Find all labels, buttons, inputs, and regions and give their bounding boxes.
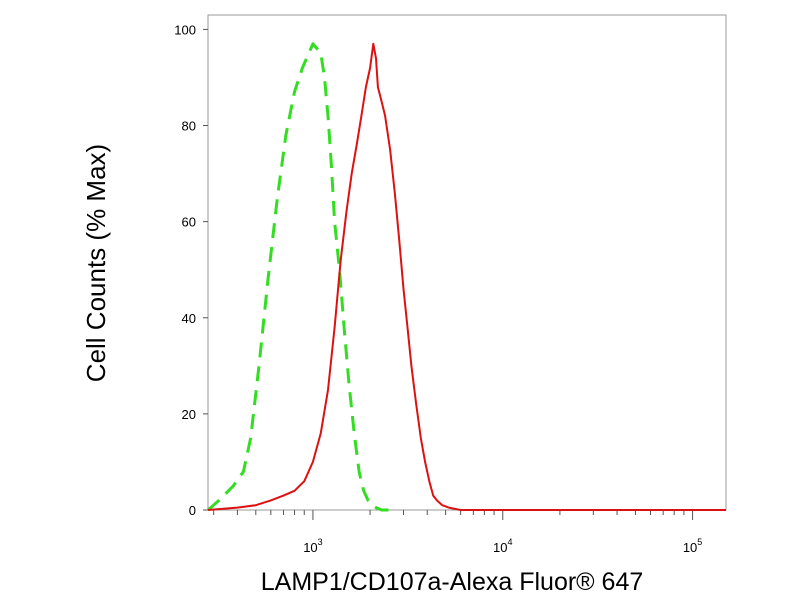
plot-frame xyxy=(207,14,727,511)
x-axis-label: LAMP1/CD107a-Alexa Fluor® 647 xyxy=(261,568,644,596)
series-layer xyxy=(207,42,726,512)
x-tick-label: 105 xyxy=(683,537,702,555)
x-axis-ticks: 103 104 105 xyxy=(213,510,702,555)
y-tick-label: 80 xyxy=(182,119,196,134)
y-tick-label: 60 xyxy=(182,215,196,230)
x-tick-label: 103 xyxy=(303,537,322,555)
y-tick-label: 20 xyxy=(182,407,196,422)
y-tick-label: 0 xyxy=(189,503,196,518)
series-line-1 xyxy=(207,42,389,512)
y-axis-label: Cell Counts (% Max) xyxy=(81,144,111,382)
series-line-2 xyxy=(207,42,726,511)
y-tick-label: 100 xyxy=(174,22,196,37)
y-tick-label: 40 xyxy=(182,311,196,326)
x-tick-label: 104 xyxy=(493,537,512,555)
y-axis-ticks: 0 20 40 60 80 100 xyxy=(174,22,208,518)
